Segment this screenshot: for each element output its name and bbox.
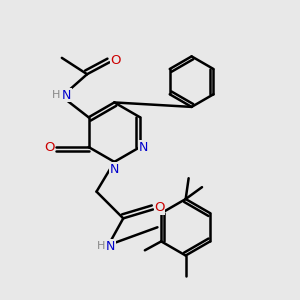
Text: O: O (154, 202, 165, 214)
Text: O: O (111, 54, 121, 67)
Text: O: O (44, 140, 55, 154)
Text: H: H (97, 241, 105, 251)
Text: N: N (106, 239, 116, 253)
Text: N: N (138, 140, 148, 154)
Text: N: N (61, 88, 71, 101)
Text: N: N (110, 163, 119, 176)
Text: H: H (52, 90, 61, 100)
